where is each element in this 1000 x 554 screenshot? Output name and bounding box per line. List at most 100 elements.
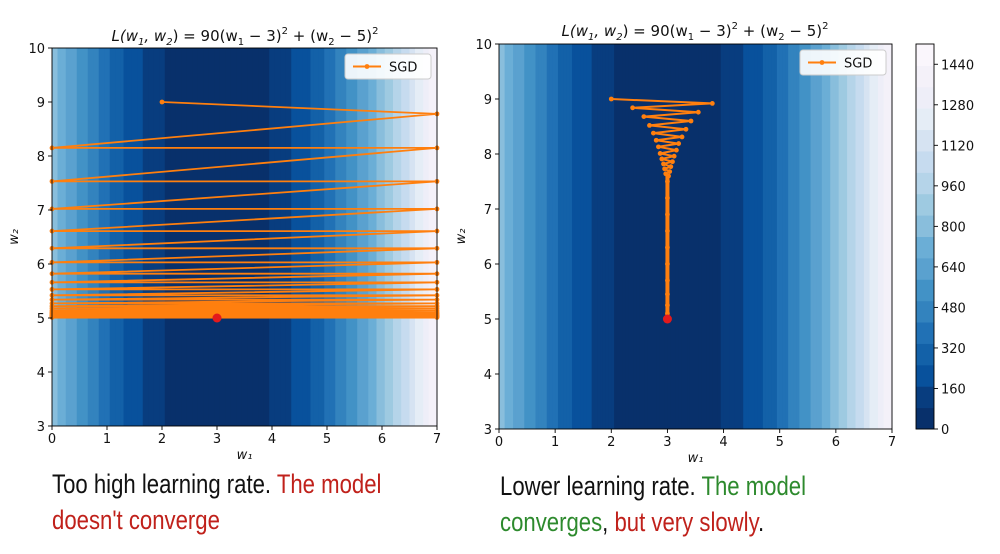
contour-band (861, 44, 865, 429)
contour-band (701, 44, 705, 429)
contour-band (656, 44, 660, 429)
legend-box (799, 49, 887, 76)
contour-band (134, 48, 138, 426)
colorbar-level (916, 236, 934, 259)
right-chart: L(w1, w2) = 90(w1 − 3)2 + (w2 − 5)2 0 1 2 3… (454, 21, 896, 466)
contour-band (255, 48, 259, 426)
contour-band (192, 48, 196, 426)
x-axis-label: w₁ (688, 451, 704, 466)
contour-band (762, 44, 767, 429)
colorbar-level (916, 279, 934, 302)
sgd-path-point (661, 161, 666, 167)
contour-band (743, 44, 747, 429)
contour-band (616, 44, 621, 429)
contour-band (757, 44, 761, 429)
contour-band (423, 48, 427, 426)
contour-band (698, 44, 702, 429)
left-chart-title: L(w1, w2) = 90(w1 − 3)2 + (w2 − 5)2 (112, 26, 379, 48)
legend-box (344, 53, 432, 80)
contour-band (807, 44, 812, 429)
contour-band (889, 44, 893, 429)
contour-band (68, 48, 72, 426)
right-caption-red: but very slowly (614, 507, 759, 537)
contour-band (153, 48, 158, 426)
contour-band (816, 44, 820, 429)
colorbar-tick-label: 1440 (941, 58, 974, 73)
axes-frame (51, 47, 438, 427)
contour-band (390, 48, 394, 426)
contour-band (527, 44, 531, 429)
x-tick-label: 2 (158, 432, 166, 447)
contour-band (830, 44, 834, 429)
x-tick-label: 0 (48, 432, 56, 447)
contour-band (653, 44, 657, 429)
contour-band (266, 48, 270, 426)
contour-band (277, 48, 281, 426)
right-caption: Lower learning rate. The model converges… (500, 468, 806, 540)
contour-band (178, 48, 182, 426)
contour-band (173, 48, 177, 426)
colorbar-tick-label: 1120 (941, 139, 974, 154)
colorbar-level (916, 44, 934, 66)
contour-band (90, 48, 94, 426)
contour-band (247, 48, 251, 426)
sgd-path-point (657, 151, 663, 156)
contour-band (754, 44, 758, 429)
contour-band (813, 44, 817, 429)
contour-band (838, 44, 843, 429)
contour-band (261, 48, 265, 426)
x-tick-label: 3 (213, 432, 221, 447)
contour-band (802, 44, 806, 429)
contour-band (428, 48, 433, 426)
contour-band (415, 48, 419, 426)
contour-band (768, 44, 772, 429)
contour-band (785, 44, 789, 429)
contour-band (346, 48, 350, 426)
contour-band (510, 44, 514, 429)
contour-band (417, 48, 422, 426)
x-tick-label: 3 (663, 435, 671, 450)
contour-band (774, 44, 778, 429)
contour-band (726, 44, 730, 429)
contour-band (875, 44, 879, 429)
contour-band (395, 48, 400, 426)
contour-band (659, 44, 663, 429)
contour-band (799, 44, 803, 429)
contour-band (434, 48, 438, 426)
sgd-path-point (671, 153, 677, 159)
contour-band (82, 48, 86, 426)
contour-band (535, 44, 539, 429)
contour-band (362, 48, 367, 426)
contour-band (555, 44, 559, 429)
y-tick-label: 5 (484, 313, 492, 328)
contour-band (140, 48, 144, 426)
contour-band (123, 48, 127, 426)
contour-band (695, 44, 699, 429)
contour-band (602, 44, 607, 429)
x-tick-label: 4 (268, 432, 276, 447)
contour-band (236, 48, 240, 426)
contour-band (252, 48, 257, 426)
contour-band (129, 48, 133, 426)
contour-band (131, 48, 136, 426)
contour-band (118, 48, 122, 426)
contour-band (661, 44, 666, 429)
x-tick-label: 1 (551, 435, 559, 450)
colorbar-level (916, 65, 934, 88)
contour-band (189, 48, 193, 426)
x-axis-label: w₁ (237, 448, 253, 463)
contour-band (228, 48, 232, 426)
sgd-path-point (662, 166, 668, 172)
contour-band (720, 44, 725, 429)
contour-band (841, 44, 845, 429)
y-tick-label: 3 (484, 423, 492, 438)
contour-band (269, 48, 273, 426)
contour-band (788, 44, 792, 429)
contour-band (63, 48, 67, 426)
colorbar-level (916, 86, 934, 109)
contour-band (241, 48, 246, 426)
contour-band (327, 48, 331, 426)
contour-band (60, 48, 64, 426)
contour-band (233, 48, 237, 426)
contour-band (324, 48, 328, 426)
